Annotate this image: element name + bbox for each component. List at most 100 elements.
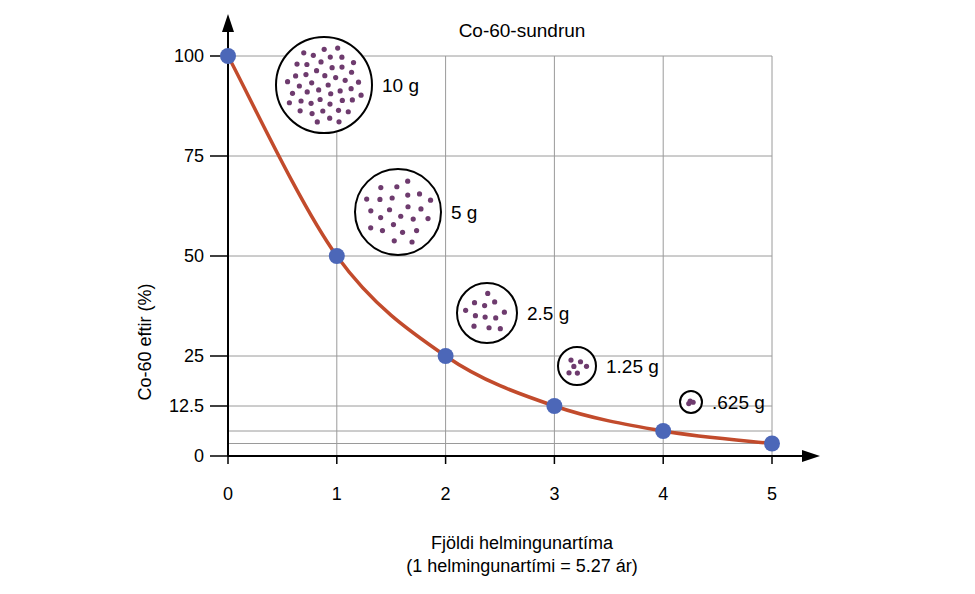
x-axis-title: Fjöldi helmingunartíma bbox=[431, 533, 614, 553]
annotation-label: .625 g bbox=[712, 392, 765, 413]
atom-dot bbox=[343, 78, 348, 83]
atom-dot bbox=[298, 98, 303, 103]
atom-dot bbox=[483, 314, 488, 319]
sample bbox=[276, 37, 372, 133]
atom-dot bbox=[358, 93, 363, 98]
atom-dot bbox=[368, 208, 373, 213]
atom-dot bbox=[482, 303, 487, 308]
atom-dot bbox=[349, 70, 354, 75]
y-tick bbox=[210, 355, 228, 357]
atom-dot bbox=[297, 83, 302, 88]
atom-dot bbox=[316, 87, 321, 92]
sample-circle bbox=[680, 391, 702, 413]
y-tick bbox=[210, 155, 228, 157]
y-tick-label: 75 bbox=[184, 146, 204, 166]
sample-circle bbox=[276, 37, 372, 133]
annotation-label: 2.5 g bbox=[527, 303, 569, 324]
x-tick bbox=[227, 456, 229, 464]
atom-dot bbox=[575, 370, 580, 375]
y-axis-arrow bbox=[222, 14, 234, 32]
atom-dot bbox=[350, 97, 355, 102]
sample-circle bbox=[355, 169, 441, 255]
atom-dot bbox=[364, 196, 369, 201]
atom-dot bbox=[566, 370, 571, 375]
atom-dot bbox=[568, 358, 573, 363]
atom-dot bbox=[485, 291, 490, 296]
y-tick-label: 25 bbox=[184, 346, 204, 366]
atom-dot bbox=[333, 75, 338, 80]
atom-dot bbox=[398, 214, 403, 219]
axes: 012345012.5255075100 bbox=[169, 14, 820, 504]
atom-dot bbox=[317, 97, 322, 102]
atom-dot bbox=[320, 108, 325, 113]
atom-dot bbox=[294, 62, 299, 67]
x-tick bbox=[445, 456, 447, 464]
x-tick bbox=[662, 456, 664, 464]
x-axis-arrow bbox=[802, 450, 820, 462]
atom-dot bbox=[492, 299, 497, 304]
atom-dot bbox=[368, 225, 373, 230]
y-tick bbox=[210, 405, 228, 407]
atom-dot bbox=[293, 73, 298, 78]
annotation-label: 1.25 g bbox=[606, 356, 659, 377]
atom-dot bbox=[328, 91, 333, 96]
y-axis bbox=[227, 26, 229, 456]
atom-dot bbox=[322, 73, 327, 78]
sample bbox=[680, 391, 702, 413]
atom-dot bbox=[380, 228, 385, 233]
sample-circle bbox=[457, 283, 517, 343]
atom-dot bbox=[405, 204, 410, 209]
atom-dot bbox=[335, 46, 340, 51]
atom-dot bbox=[338, 88, 343, 93]
atom-dot bbox=[301, 50, 306, 55]
grid-line-y bbox=[228, 156, 772, 157]
atom-dot bbox=[391, 222, 396, 227]
atom-dot bbox=[392, 238, 397, 243]
x-axis-title: (1 helmingunartími = 5.27 ár) bbox=[406, 556, 638, 576]
atom-dot bbox=[287, 100, 292, 105]
atom-dot bbox=[425, 216, 430, 221]
atom-dot bbox=[428, 198, 433, 203]
annotations: 10 g5 g2.5 g1.25 g.625 g bbox=[276, 37, 765, 413]
y-tick-label: 0 bbox=[194, 446, 204, 466]
guide-line bbox=[228, 431, 772, 432]
x-axis bbox=[228, 455, 810, 457]
x-tick-label: 5 bbox=[767, 484, 777, 504]
x-tick bbox=[771, 456, 773, 464]
annotation-label: 5 g bbox=[451, 202, 477, 223]
atom-dot bbox=[339, 65, 344, 70]
atom-dot bbox=[303, 72, 308, 77]
atom-dot bbox=[405, 192, 410, 197]
atom-dot bbox=[473, 313, 478, 318]
atom-dot bbox=[298, 108, 303, 113]
data-point bbox=[220, 48, 236, 64]
atom-dot bbox=[305, 89, 310, 94]
atom-dot bbox=[308, 101, 313, 106]
atom-dot bbox=[411, 216, 416, 221]
chart: 012345012.5255075100Co-60-sundrunCo-60 e… bbox=[0, 0, 975, 594]
y-tick bbox=[210, 455, 228, 457]
atom-dot bbox=[351, 60, 356, 65]
data-point bbox=[329, 248, 345, 264]
atom-dot bbox=[329, 65, 334, 70]
atom-dot bbox=[400, 230, 405, 235]
guide-line bbox=[228, 443, 772, 444]
atom-dot bbox=[327, 101, 332, 106]
atom-dot bbox=[409, 239, 414, 244]
atom-dot bbox=[340, 98, 345, 103]
atom-dot bbox=[390, 195, 395, 200]
atom-dot bbox=[571, 364, 576, 369]
atom-dot bbox=[328, 55, 333, 60]
grid-line-y bbox=[228, 356, 772, 357]
data-point bbox=[546, 398, 562, 414]
sample bbox=[558, 347, 596, 385]
x-tick bbox=[336, 456, 338, 464]
atom-dot bbox=[336, 108, 341, 113]
atom-dot bbox=[686, 401, 691, 406]
y-tick-label: 12.5 bbox=[169, 396, 204, 416]
atom-dot bbox=[346, 109, 351, 114]
grid-line-y bbox=[228, 256, 772, 257]
atom-dot bbox=[418, 206, 423, 211]
atom-dot bbox=[336, 119, 341, 124]
y-axis-title: Co-60 eftir (%) bbox=[135, 283, 155, 400]
